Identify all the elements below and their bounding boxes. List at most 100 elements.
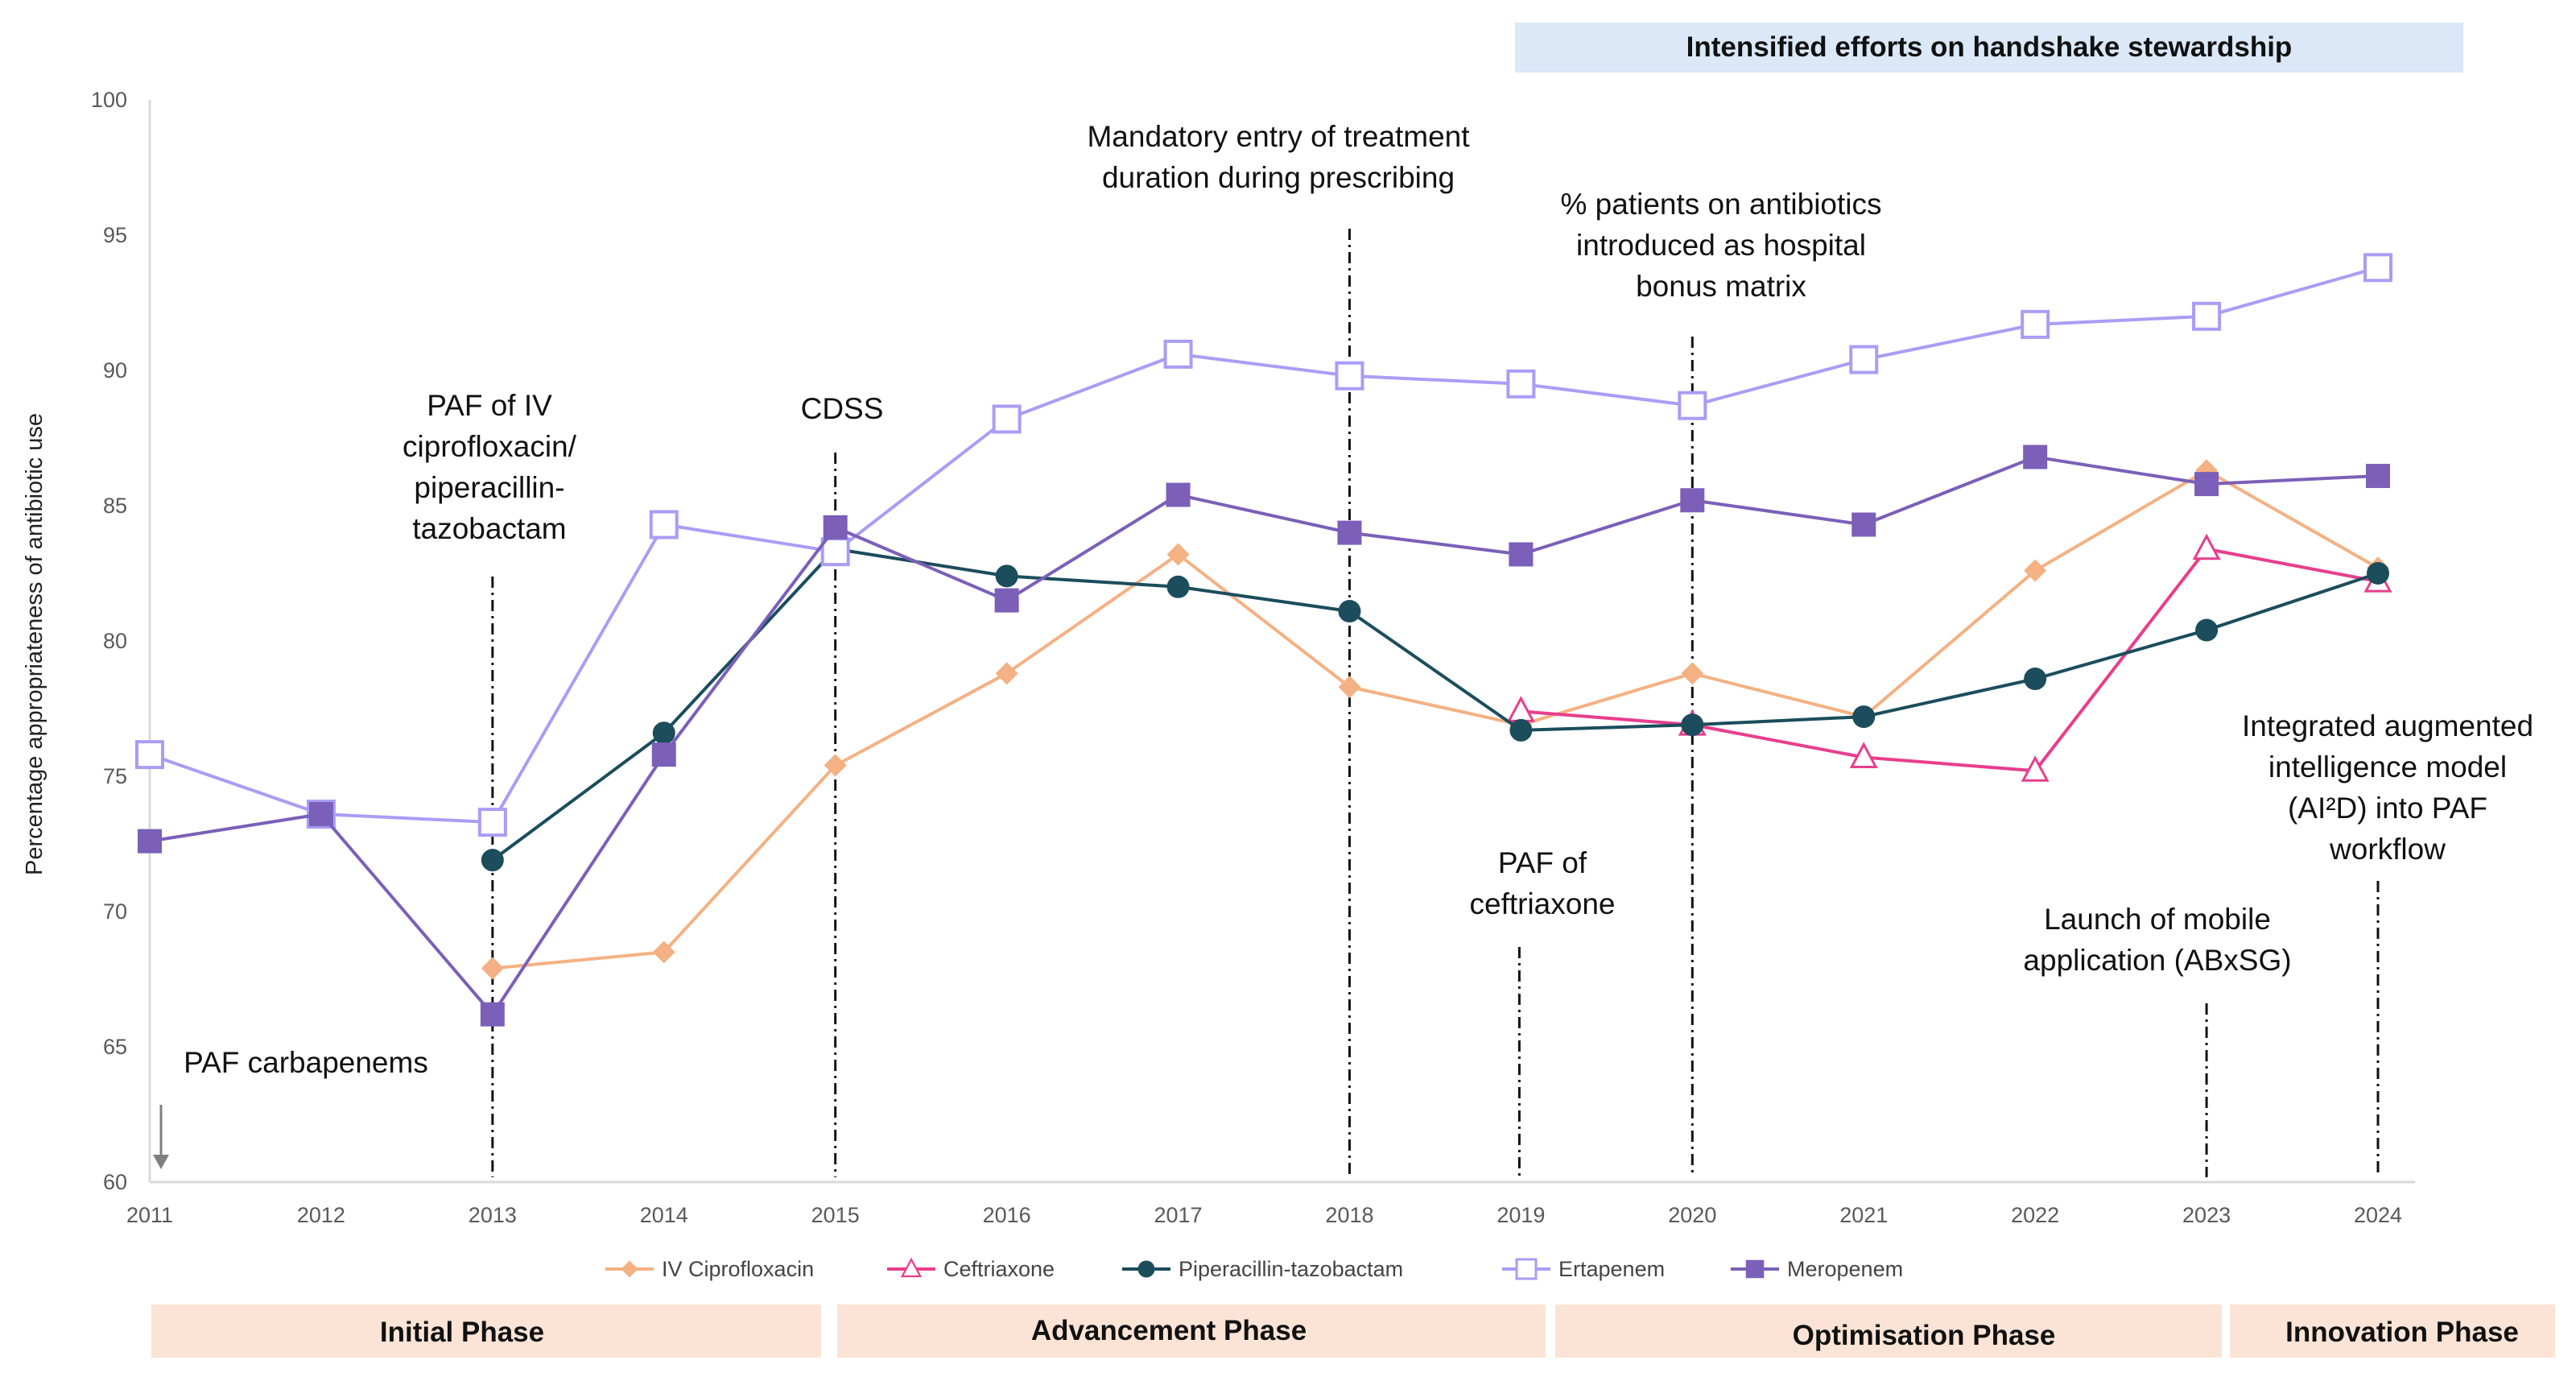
data-point-ertapenem [1849,345,1879,374]
data-point-ertapenem [649,510,679,540]
data-point-ertapenem [1163,339,1193,369]
legend-marker-ertapenem [1515,1258,1538,1280]
data-point-piperacillin-tazobactam [2367,562,2389,585]
legend-item-iv-ciprofloxacin: IV Ciprofloxacin [605,1257,814,1281]
annotation-text-2024: (AI²D) into PAF [2288,792,2487,825]
data-point-ceftriaxone [2021,755,2050,782]
x-tick-label: 2015 [811,1203,860,1227]
annotation-text-2013: tazobactam [412,512,566,545]
legend-marker-iv-ciprofloxacin [621,1260,638,1278]
annotation-text-2018: Mandatory entry of treatment [1087,120,1470,153]
annotation-text-2020: introduced as hospital [1576,229,1866,262]
data-point-iv-ciprofloxacin [1338,676,1361,699]
phase-band-initial [151,1304,821,1358]
series-line-ertapenem [149,266,2379,825]
data-point-ertapenem [992,404,1022,434]
top-band-label: Intensified efforts on handshake steward… [1686,31,2293,63]
data-point-piperacillin-tazobactam [2195,618,2219,642]
series-line-iv-ciprofloxacin [492,469,2379,970]
y-tick-label: 90 [103,358,127,382]
data-point-ertapenem [1506,369,1536,399]
data-point-ertapenem [477,808,507,837]
x-tick-label: 2017 [1154,1203,1202,1227]
data-point-meropenem [994,588,1019,613]
data-point-piperacillin-tazobactam [1852,705,1876,729]
y-tick-label: 95 [103,223,127,247]
annotation-text-2019: ceftriaxone [1470,887,1616,920]
phase-label-initial: Initial Phase [380,1317,544,1348]
legend-marker-piperacillin-tazobactam [1137,1260,1155,1278]
y-axis-title: Percentage appropriateness of antibiotic… [22,413,47,875]
phase-label-innovation: Innovation Phase [2285,1317,2519,1348]
annotation-text-2023: application (ABxSG) [2023,944,2291,977]
data-point-meropenem [2023,444,2048,469]
annotation-text-2024: intelligence model [2268,750,2507,783]
data-point-ertapenem [1678,391,1707,420]
data-point-meropenem [1680,488,1705,513]
legend-swatch-marker [900,1257,923,1278]
data-point-meropenem [480,1002,505,1027]
annotation-text-2023: Launch of mobile [2044,903,2271,936]
paf-carbapenems-arrowhead [153,1155,169,1169]
y-tick-label: 65 [103,1035,127,1059]
data-point-meropenem [1337,520,1362,545]
data-point-meropenem [651,742,676,767]
data-point-meropenem [1852,512,1876,537]
x-tick-label: 2011 [126,1203,173,1227]
data-point-iv-ciprofloxacin [481,957,504,980]
series-ceftriaxone [1506,533,2392,782]
legend-swatch-marker [1137,1260,1155,1278]
legend-marker-meropenem [1745,1259,1765,1279]
annotation-text-2020: % patients on antibiotics [1560,188,1881,221]
data-point-meropenem [823,515,848,540]
legend-label: Piperacillin-tazobactam [1179,1257,1403,1281]
data-point-meropenem [138,829,162,854]
data-point-meropenem [308,802,333,827]
x-tick-label: 2018 [1325,1203,1373,1227]
legend-marker-ceftriaxone [900,1257,923,1278]
annotation-text-2011: PAF carbapenems [184,1046,428,1079]
annotation-text-2024: workflow [2329,833,2446,866]
data-point-iv-ciprofloxacin [1166,543,1190,566]
phase-band-optimisation [1555,1304,2222,1358]
data-point-ertapenem [1335,361,1364,391]
data-point-piperacillin-tazobactam [1338,600,1361,623]
legend-swatch-marker [1745,1259,1765,1279]
data-point-iv-ciprofloxacin [995,662,1018,685]
data-point-piperacillin-tazobactam [2024,668,2047,691]
y-tick-label: 100 [91,88,127,112]
annotation-text-2013: piperacillin- [414,471,564,504]
data-point-iv-ciprofloxacin [2024,559,2047,582]
x-tick-label: 2016 [983,1203,1031,1227]
data-point-ceftriaxone [2192,533,2221,560]
series-line-meropenem [149,455,2379,1017]
data-point-piperacillin-tazobactam [652,721,675,745]
legend-item-ertapenem: Ertapenem [1502,1257,1665,1281]
phase-band-innovation [2230,1304,2555,1358]
x-tick-label: 2021 [1839,1203,1888,1227]
data-point-ertapenem [2363,253,2392,283]
data-point-piperacillin-tazobactam [1681,713,1704,737]
annotation-text-2013: ciprofloxacin/ [402,430,577,463]
phase-band-advancement [837,1304,1546,1358]
x-tick-label: 2019 [1496,1203,1545,1227]
series-line-ceftriaxone [1521,547,2379,773]
legend-item-ceftriaxone: Ceftriaxone [887,1257,1055,1281]
legend-label: Meropenem [1787,1257,1903,1281]
x-tick-label: 2020 [1668,1203,1716,1227]
annotation-text-2019: PAF of [1498,846,1587,879]
annotation-text-2024: Integrated augmented [2242,709,2533,742]
legend-swatch-marker [621,1260,638,1278]
data-point-ertapenem [2021,309,2050,339]
annotation-text-2018: duration during prescribing [1102,161,1455,194]
phase-label-optimisation: Optimisation Phase [1793,1320,2056,1351]
series-iv-ciprofloxacin [481,459,2389,980]
data-point-meropenem [2366,464,2390,489]
data-point-ceftriaxone [1506,696,1535,722]
data-point-meropenem [1166,482,1191,507]
legend-item-meropenem: Meropenem [1731,1257,1903,1281]
y-tick-label: 80 [103,629,127,653]
legend-label: Ertapenem [1558,1257,1665,1281]
x-tick-label: 2024 [2354,1203,2402,1227]
